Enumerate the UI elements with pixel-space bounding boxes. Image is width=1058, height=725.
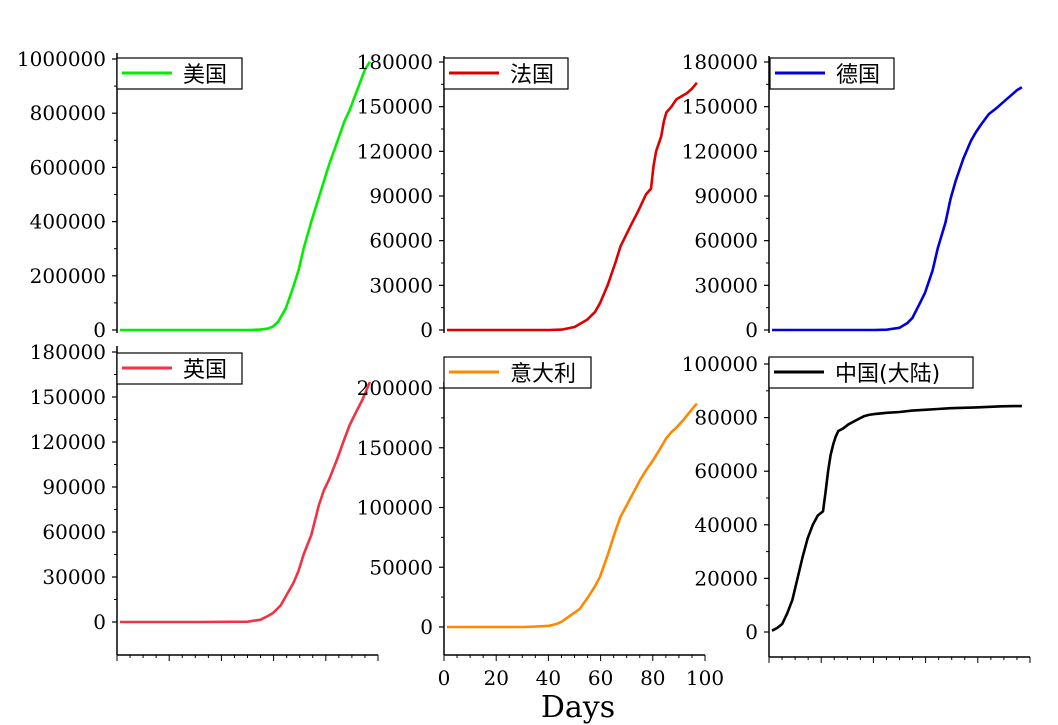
panel-3: 0 30000 60000 90000 120000 150000 180000 德国 <box>682 50 1023 342</box>
series-line <box>447 402 698 629</box>
y-tick-label: 120000 <box>30 430 106 454</box>
x-tick-label: 40 <box>536 666 561 690</box>
y-tick-label: 90000 <box>694 184 758 208</box>
legend: 美国 <box>116 57 243 90</box>
y-tick-label: 120000 <box>357 139 433 163</box>
panel-5: 0 50000 100000 150000 200000 意大利 <box>357 356 698 655</box>
x-tick-label: 20 <box>483 666 508 690</box>
legend: 德国 <box>769 57 895 90</box>
y-tick-label: 60000 <box>694 229 758 253</box>
y-tick-label: 0 <box>93 318 106 342</box>
x-tick-label: 60 <box>588 666 613 690</box>
y-tick-label: 60000 <box>369 229 433 253</box>
y-tick-label: 60000 <box>42 520 106 544</box>
y-tick-label: 180000 <box>30 340 106 364</box>
series-line <box>772 86 1023 332</box>
y-tick-label: 100000 <box>357 496 433 520</box>
panel-6: 0 20000 40000 60000 80000 100000 中国(大陆) <box>682 352 1022 657</box>
legend-label: 英国 <box>183 358 227 383</box>
y-tick-label: 90000 <box>369 184 433 208</box>
y-tick-label: 40000 <box>694 513 758 537</box>
y-tick-label: 1000000 <box>17 47 106 71</box>
y-tick-label: 200000 <box>357 376 433 400</box>
y-tick-label: 800000 <box>30 101 106 125</box>
y-tick-label: 150000 <box>682 95 758 119</box>
y-tick-label: 0 <box>745 318 758 342</box>
y-tick-label: 60000 <box>694 459 758 483</box>
y-tick-label: 180000 <box>682 50 758 74</box>
y-tick-label: 0 <box>745 620 758 644</box>
days-x-axis: 0 20 40 60 80 100 <box>116 654 1031 690</box>
y-tick-label: 30000 <box>369 273 433 297</box>
y-tick-label: 0 <box>420 615 433 639</box>
y-tick-label: 0 <box>93 610 106 634</box>
y-tick-label: 50000 <box>369 555 433 579</box>
y-tick-label: 90000 <box>42 475 106 499</box>
panel-2: 0 30000 60000 90000 120000 150000 180000 法国 <box>357 50 698 342</box>
y-tick-label: 20000 <box>694 566 758 590</box>
legend-label: 德国 <box>836 63 880 88</box>
x-tick-label: 0 <box>438 666 451 690</box>
y-tick-label: 100000 <box>682 352 758 376</box>
y-tick-label: 30000 <box>694 273 758 297</box>
y-tick-label: 80000 <box>694 406 758 430</box>
y-tick-label: 600000 <box>30 155 106 179</box>
legend-label: 意大利 <box>510 362 576 387</box>
panels: 02000004000006000008000001000000美国030000… <box>17 47 1023 657</box>
legend: 英国 <box>116 352 243 385</box>
y-tick-label: 30000 <box>42 565 106 589</box>
legend-label: 美国 <box>183 63 227 88</box>
series-line <box>120 381 372 624</box>
y-tick-label: 150000 <box>357 436 433 460</box>
panel-4: 0 30000 60000 90000 120000 150000 180000 英国 <box>30 340 372 655</box>
y-tick-label: 200000 <box>30 264 106 288</box>
y-tick-label: 150000 <box>357 95 433 119</box>
x-tick-label: 80 <box>640 666 665 690</box>
series-line <box>771 404 1022 632</box>
series-line <box>447 81 698 332</box>
y-tick-label: 120000 <box>682 139 758 163</box>
legend-label: 法国 <box>510 63 554 88</box>
x-tick-label: 100 <box>686 666 724 690</box>
y-tick-label: 0 <box>420 318 433 342</box>
legend: 意大利 <box>443 356 592 389</box>
legend: 中国(大陆) <box>768 356 974 389</box>
y-tick-label: 150000 <box>30 385 106 409</box>
series-line <box>120 61 372 332</box>
x-axis-label: Days <box>541 690 615 725</box>
panel-1: 0 200000 400000 600000 800000 1000000 美国 <box>17 47 372 342</box>
legend-label: 中国(大陆) <box>835 362 940 387</box>
y-tick-label: 400000 <box>30 210 106 234</box>
legend: 法国 <box>443 57 569 90</box>
y-tick-label: 180000 <box>357 50 433 74</box>
